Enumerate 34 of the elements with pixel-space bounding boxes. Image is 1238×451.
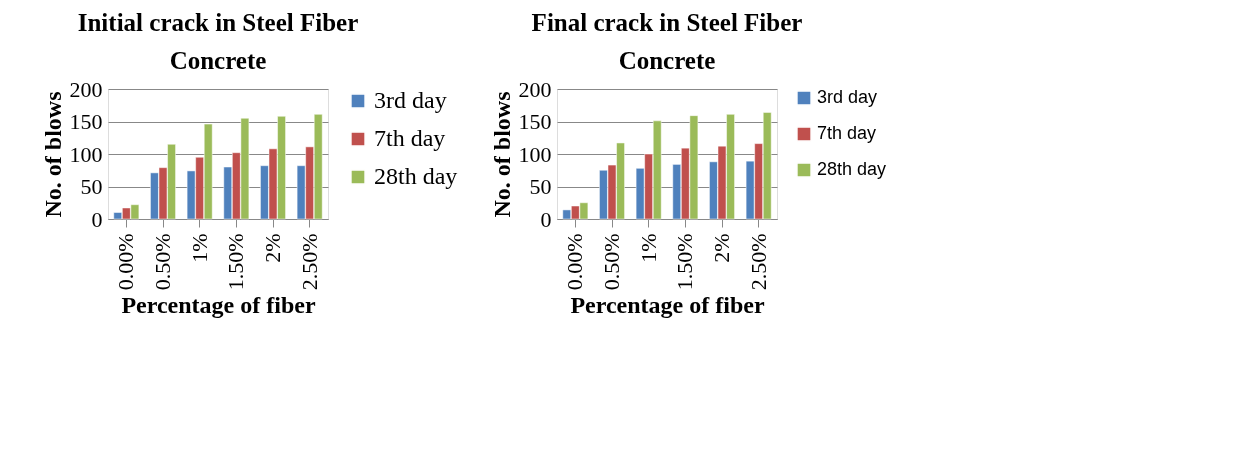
- y-tick-label: 0: [540, 206, 552, 232]
- y-axis-title: No. of blows: [488, 91, 515, 218]
- legend-label: 7th day: [817, 123, 877, 143]
- y-tick-label: 200: [518, 76, 552, 102]
- y-tick-label: 150: [69, 109, 103, 134]
- legend-label: 28th day: [817, 159, 887, 179]
- chart-title: Initial crack in Steel Fiber Concrete: [77, 9, 359, 74]
- y-tick-label: 50: [529, 174, 552, 199]
- x-tick-label: 2.50%: [745, 233, 771, 291]
- x-tick-label: 0.00%: [113, 233, 139, 291]
- x-axis-title: Percentage of fiber: [570, 292, 765, 319]
- x-axis-title: Percentage of fiber: [121, 292, 316, 319]
- y-tick-label: 0: [91, 206, 103, 232]
- x-tick-label: 0.50%: [150, 233, 175, 291]
- x-tick-label: 0.00%: [562, 233, 588, 291]
- chart-title: Final crack in Steel Fiber Concrete: [531, 9, 803, 74]
- x-tick-label: 1%: [635, 233, 661, 263]
- x-tick-label: 0.50%: [599, 233, 624, 291]
- x-tick-label: 1%: [186, 233, 212, 263]
- y-tick-label: 150: [518, 109, 552, 134]
- y-tick-label: 100: [518, 141, 552, 167]
- legend-label: 3rd day: [817, 87, 878, 107]
- x-tick-label: 1.50%: [672, 233, 698, 291]
- y-tick-label: 100: [69, 141, 103, 167]
- x-tick-label: 2%: [260, 233, 285, 263]
- x-tick-label: 2.50%: [296, 233, 322, 291]
- legend-label: 28th day: [374, 163, 458, 189]
- y-axis-title: No. of blows: [39, 91, 66, 218]
- y-tick-label: 200: [69, 76, 103, 102]
- x-tick-label: 1.50%: [223, 233, 249, 291]
- legend-label: 3rd day: [374, 87, 447, 113]
- legend-label: 7th day: [374, 125, 446, 151]
- x-tick-label: 2%: [709, 233, 734, 263]
- y-tick-label: 50: [80, 174, 103, 199]
